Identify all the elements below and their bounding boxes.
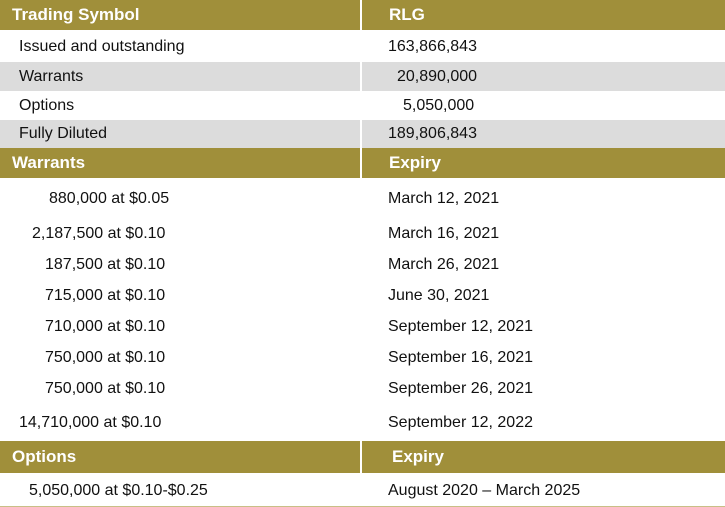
row-label: 880,000 at $0.05: [49, 189, 170, 207]
row-value: March 12, 2021: [360, 183, 725, 214]
table-row: Fully Diluted 189,806,843: [0, 120, 725, 148]
row-label: Options: [19, 96, 75, 114]
row-label: 5,050,000 at $0.10-$0.25: [29, 481, 208, 499]
row-value: March 26, 2021: [360, 249, 725, 280]
row-value: March 16, 2021: [360, 218, 725, 249]
row-label: 750,000 at $0.10: [45, 379, 166, 397]
row-value: June 30, 2021: [360, 280, 725, 311]
table-row: 2,187,500 at $0.10 March 16, 2021: [0, 218, 725, 249]
table-row: Options 5,050,000: [0, 91, 725, 120]
row-label: 750,000 at $0.10: [45, 348, 166, 366]
header-value: Expiry: [360, 441, 725, 473]
header-value: Expiry: [360, 148, 725, 178]
row-value: 5,050,000: [360, 91, 725, 120]
row-label: 2,187,500 at $0.10: [32, 224, 166, 242]
row-value: August 2020 – March 2025: [360, 475, 725, 506]
row-label: Warrants: [19, 67, 84, 85]
header-trading-symbol: Trading Symbol RLG: [0, 0, 725, 30]
row-label: 187,500 at $0.10: [45, 255, 166, 273]
table-row: 710,000 at $0.10 September 12, 2021: [0, 311, 725, 342]
table-row: 750,000 at $0.10 September 26, 2021: [0, 373, 725, 404]
row-label: 14,710,000 at $0.10: [19, 413, 162, 431]
row-value: 189,806,843: [360, 120, 725, 148]
table-row: 715,000 at $0.10 June 30, 2021: [0, 280, 725, 311]
row-label: 710,000 at $0.10: [45, 317, 166, 335]
header-value: RLG: [360, 0, 725, 30]
row-value: September 16, 2021: [360, 342, 725, 373]
header-label: Options: [12, 447, 77, 466]
header-warrants: Warrants Expiry: [0, 148, 725, 178]
table-row: 14,710,000 at $0.10 September 12, 2022: [0, 406, 725, 439]
row-label: Fully Diluted: [19, 125, 108, 142]
header-label: Trading Symbol: [12, 5, 140, 24]
table-row: Issued and outstanding 163,866,843: [0, 33, 725, 61]
header-label: Warrants: [12, 153, 86, 172]
row-label: 715,000 at $0.10: [45, 286, 166, 304]
row-value: 20,890,000: [360, 62, 725, 91]
table-row: 5,050,000 at $0.10-$0.25 August 2020 – M…: [0, 475, 725, 506]
row-value: September 26, 2021: [360, 373, 725, 404]
row-label: Issued and outstanding: [19, 38, 185, 55]
row-value: 163,866,843: [360, 33, 725, 61]
table-row: 880,000 at $0.05 March 12, 2021: [0, 183, 725, 214]
table-row: 750,000 at $0.10 September 16, 2021: [0, 342, 725, 373]
table-row: Warrants 20,890,000: [0, 62, 725, 91]
header-options: Options Expiry: [0, 441, 725, 473]
row-value: September 12, 2022: [360, 406, 725, 439]
row-value: September 12, 2021: [360, 311, 725, 342]
table-row: 187,500 at $0.10 March 26, 2021: [0, 249, 725, 280]
